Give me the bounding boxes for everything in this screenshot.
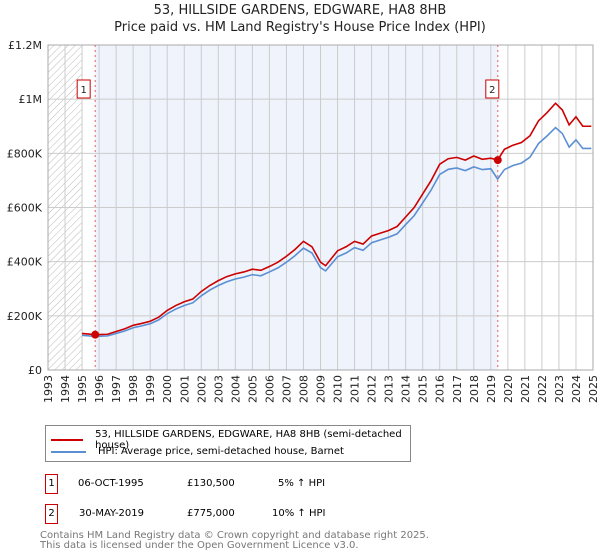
legend-swatch-blue	[51, 450, 86, 453]
x-tick-label: 2000	[161, 375, 174, 403]
y-tick-label: £600K	[7, 202, 43, 215]
x-tick-label: 1995	[76, 375, 89, 403]
legend-label: 53, HILLSIDE GARDENS, EDGWARE, HA8 8HB (…	[95, 429, 402, 451]
legend-item-hpi: HPI: Average price, semi-detached house,…	[46, 446, 344, 457]
x-tick-label: 2018	[468, 375, 481, 403]
x-tick-label: 1994	[59, 375, 72, 403]
x-tick-label: 2022	[536, 375, 549, 403]
transaction-hpi: 10% ↑ HPI	[272, 508, 326, 519]
footer-line: This data is licensed under the Open Gov…	[40, 540, 359, 551]
x-tick-label: 2011	[349, 375, 362, 403]
price-chart: 1993 1994 1995 1996 1997 1998 1999 2000 2001 2002…	[7, 39, 600, 403]
chart-title: 53, HILLSIDE GARDENS, EDGWARE, HA8 8HB	[153, 3, 447, 18]
transaction-date: 06-OCT-1995	[78, 478, 144, 489]
legend: 53, HILLSIDE GARDENS, EDGWARE, HA8 8HB (…	[45, 425, 411, 462]
y-tick-label: £1.2M	[8, 39, 42, 52]
x-tick-label: 2014	[400, 375, 413, 403]
sale-point	[91, 330, 100, 339]
y-tick-label: £400K	[7, 256, 43, 269]
x-tick-label: 2025	[587, 375, 600, 403]
transaction-price: £130,500	[187, 478, 235, 489]
x-tick-label: 2021	[519, 375, 532, 403]
x-tick-label: 2005	[246, 375, 259, 403]
sale-annotation-box	[76, 79, 91, 99]
x-tick-label: 1996	[93, 375, 106, 403]
x-tick-label: 2009	[315, 375, 328, 403]
footer-line: Contains HM Land Registry data © Crown c…	[40, 530, 429, 541]
x-tick-label: 1993	[42, 375, 55, 403]
sale-annotation-label: 1	[80, 85, 86, 96]
x-tick-label: 2001	[178, 375, 191, 403]
footer: Contains HM Land Registry data © Crown c…	[40, 531, 429, 551]
x-tick-label: 2017	[451, 375, 464, 403]
transaction-price: £775,000	[187, 508, 235, 519]
x-tick-label: 2024	[570, 375, 583, 403]
x-tick-label: 2004	[229, 375, 242, 403]
y-tick-label: £0	[28, 364, 42, 377]
sale-annotation-label: 2	[489, 85, 495, 96]
legend-item-property: 53, HILLSIDE GARDENS, EDGWARE, HA8 8HB (…	[46, 429, 410, 451]
plot-border	[47, 44, 594, 371]
x-tick-label: 2007	[280, 375, 293, 403]
x-tick-label: 2016	[434, 375, 447, 403]
y-tick-label: £200K	[7, 310, 43, 323]
y-tick-label: £800K	[7, 147, 43, 160]
y-tick-label: £1M	[19, 93, 43, 106]
x-tick-label: 2006	[263, 375, 276, 403]
x-tick-label: 2020	[502, 375, 515, 403]
x-tick-label: 1999	[144, 375, 157, 403]
property-price-line	[81, 102, 592, 336]
x-tick-label: 2012	[366, 375, 379, 403]
x-tick-label: 2015	[417, 375, 430, 403]
x-tick-label: 2010	[332, 375, 345, 403]
sale-point	[493, 156, 502, 165]
hpi-line	[81, 126, 592, 338]
chart-subtitle: Price paid vs. HM Land Registry's House …	[114, 20, 486, 35]
x-tick-label: 2008	[297, 375, 310, 403]
legend-swatch-red	[51, 439, 84, 441]
transaction-row: 2 30-MAY-2019 £775,000 10% ↑ HPI	[45, 504, 445, 524]
x-tick-label: 1998	[127, 375, 140, 403]
transaction-date: 30-MAY-2019	[79, 508, 145, 519]
x-tick-label: 2023	[553, 375, 566, 403]
transaction-badge: 1	[45, 474, 58, 494]
x-tick-label: 1997	[110, 375, 123, 403]
transaction-hpi: 5% ↑ HPI	[278, 478, 326, 489]
x-tick-label: 2003	[212, 375, 225, 403]
sale-annotation-box	[485, 79, 500, 99]
legend-label: HPI: Average price, semi-detached house,…	[98, 446, 344, 457]
x-tick-label: 2013	[383, 375, 396, 403]
transaction-badge: 2	[45, 504, 58, 524]
x-tick-label: 2002	[195, 375, 208, 403]
transaction-row: 1 06-OCT-1995 £130,500 5% ↑ HPI	[45, 474, 445, 494]
x-tick-label: 2019	[485, 375, 498, 403]
